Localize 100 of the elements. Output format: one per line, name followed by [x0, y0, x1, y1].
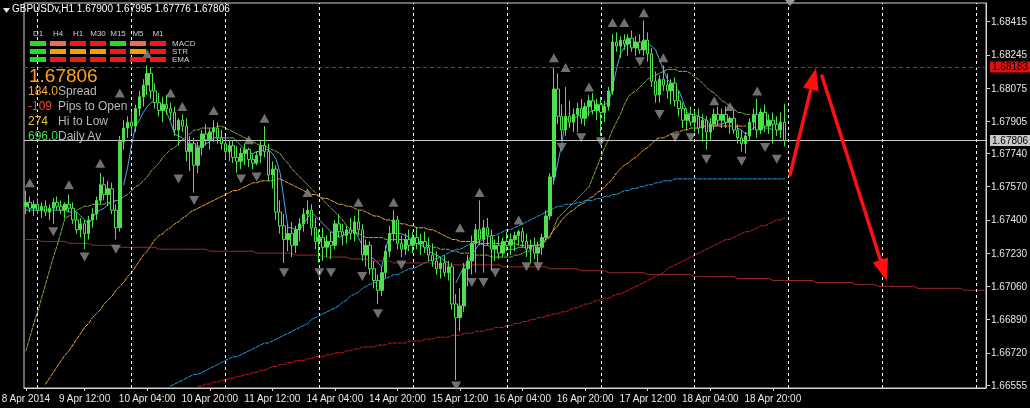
candlestick	[161, 96, 165, 123]
y-tick-label: 1.66720	[991, 347, 1028, 359]
point	[556, 143, 567, 153]
annotation: STR	[172, 47, 189, 56]
candlestick	[52, 197, 55, 225]
x-tick-label: 14 Apr 04:00	[306, 392, 364, 404]
point	[560, 62, 571, 72]
annotation: Daily Av	[58, 129, 102, 143]
annotation: H4	[52, 28, 64, 38]
line-series	[197, 217, 786, 387]
candlestick	[247, 147, 251, 168]
y-tick-label: 1.68245	[991, 49, 1028, 61]
candlestick	[576, 102, 579, 133]
point	[259, 113, 270, 123]
y-tick-label: 1.67400	[991, 214, 1028, 226]
point	[189, 195, 200, 205]
point	[760, 143, 771, 153]
candlestick	[497, 235, 501, 260]
y-tick-label: 1.67740	[991, 147, 1028, 159]
point	[208, 105, 219, 115]
point	[670, 133, 681, 143]
point	[709, 96, 720, 106]
annotation: 1.67806	[29, 64, 98, 86]
x-tick-label: 14 Apr 20:00	[369, 392, 427, 404]
candlestick	[290, 221, 294, 258]
candlestick	[783, 103, 786, 147]
point	[279, 268, 290, 278]
point	[24, 178, 35, 188]
point	[79, 252, 90, 262]
candlestick	[619, 35, 622, 59]
candlestick	[755, 98, 759, 139]
candlestick	[443, 254, 446, 278]
point	[548, 53, 559, 63]
point	[736, 156, 747, 166]
candlestick	[509, 233, 513, 256]
x-tick-label: 8 Apr 2014	[1, 392, 51, 404]
point	[314, 268, 325, 278]
y-tick-label: 1.67060	[991, 280, 1028, 292]
x-tick-label: 10 Apr 20:00	[181, 392, 239, 404]
annotation: H1	[72, 28, 84, 38]
x-tick-label: 10 Apr 04:00	[118, 392, 176, 404]
annotation: D1	[32, 28, 44, 38]
point	[638, 8, 649, 18]
candlestick	[630, 29, 634, 53]
point	[110, 244, 121, 254]
annotation: 184.0	[28, 84, 59, 98]
point	[619, 18, 630, 28]
annotation: 274	[28, 114, 49, 128]
candlestick	[349, 217, 352, 240]
point	[455, 223, 466, 233]
x-tick-label: 18 Apr 04:00	[681, 392, 740, 404]
y-tick-label: 1.66890	[991, 314, 1028, 326]
candlestick	[36, 197, 39, 215]
point	[388, 197, 399, 207]
candlestick	[720, 108, 724, 129]
candlestick	[513, 231, 517, 252]
annotation: EMA	[172, 55, 190, 64]
candlestick	[716, 106, 720, 127]
point	[177, 102, 188, 112]
candlestick	[243, 143, 247, 166]
candlestick	[529, 238, 532, 264]
candlestick	[693, 109, 696, 133]
candlestick	[251, 152, 255, 170]
candlestick	[533, 237, 536, 260]
candlestick	[59, 199, 63, 215]
line-series	[25, 238, 985, 291]
point	[478, 277, 489, 287]
candlestick	[24, 190, 28, 215]
annotation: Spread	[58, 84, 97, 98]
point	[325, 268, 336, 278]
chart-title: GBPUSDv,H1 1.67900 1.67995 1.67776 1.67806	[12, 2, 231, 14]
point	[584, 82, 595, 92]
candlestick	[32, 199, 36, 217]
point	[173, 174, 184, 184]
candlestick	[599, 96, 603, 137]
point	[48, 227, 59, 237]
point	[302, 188, 313, 198]
x-tick-label: 9 Apr 12:00	[59, 392, 111, 404]
y-tick-label: 1.67905	[991, 115, 1028, 127]
candlestick	[564, 86, 567, 137]
point	[396, 260, 407, 270]
candlestick	[228, 139, 231, 162]
x-tick-label: 16 Apr 04:00	[494, 392, 552, 404]
point	[114, 88, 125, 98]
annotation: M15	[110, 28, 127, 38]
y-tick-label: 1.67570	[991, 181, 1028, 193]
candlestick	[44, 199, 47, 217]
candlestick	[771, 111, 775, 145]
annotation: Hi to Low	[58, 114, 109, 128]
candlestick	[763, 104, 767, 133]
point	[658, 53, 669, 63]
point	[533, 262, 544, 272]
candlestick	[411, 231, 415, 254]
candlestick	[192, 137, 196, 194]
point	[353, 197, 364, 207]
x-tick-label: 18 Apr 20:00	[744, 392, 802, 404]
y-tick-label: 1.66555	[991, 379, 1028, 391]
annotation: M30	[90, 28, 107, 38]
point	[701, 154, 712, 164]
point	[466, 277, 477, 287]
